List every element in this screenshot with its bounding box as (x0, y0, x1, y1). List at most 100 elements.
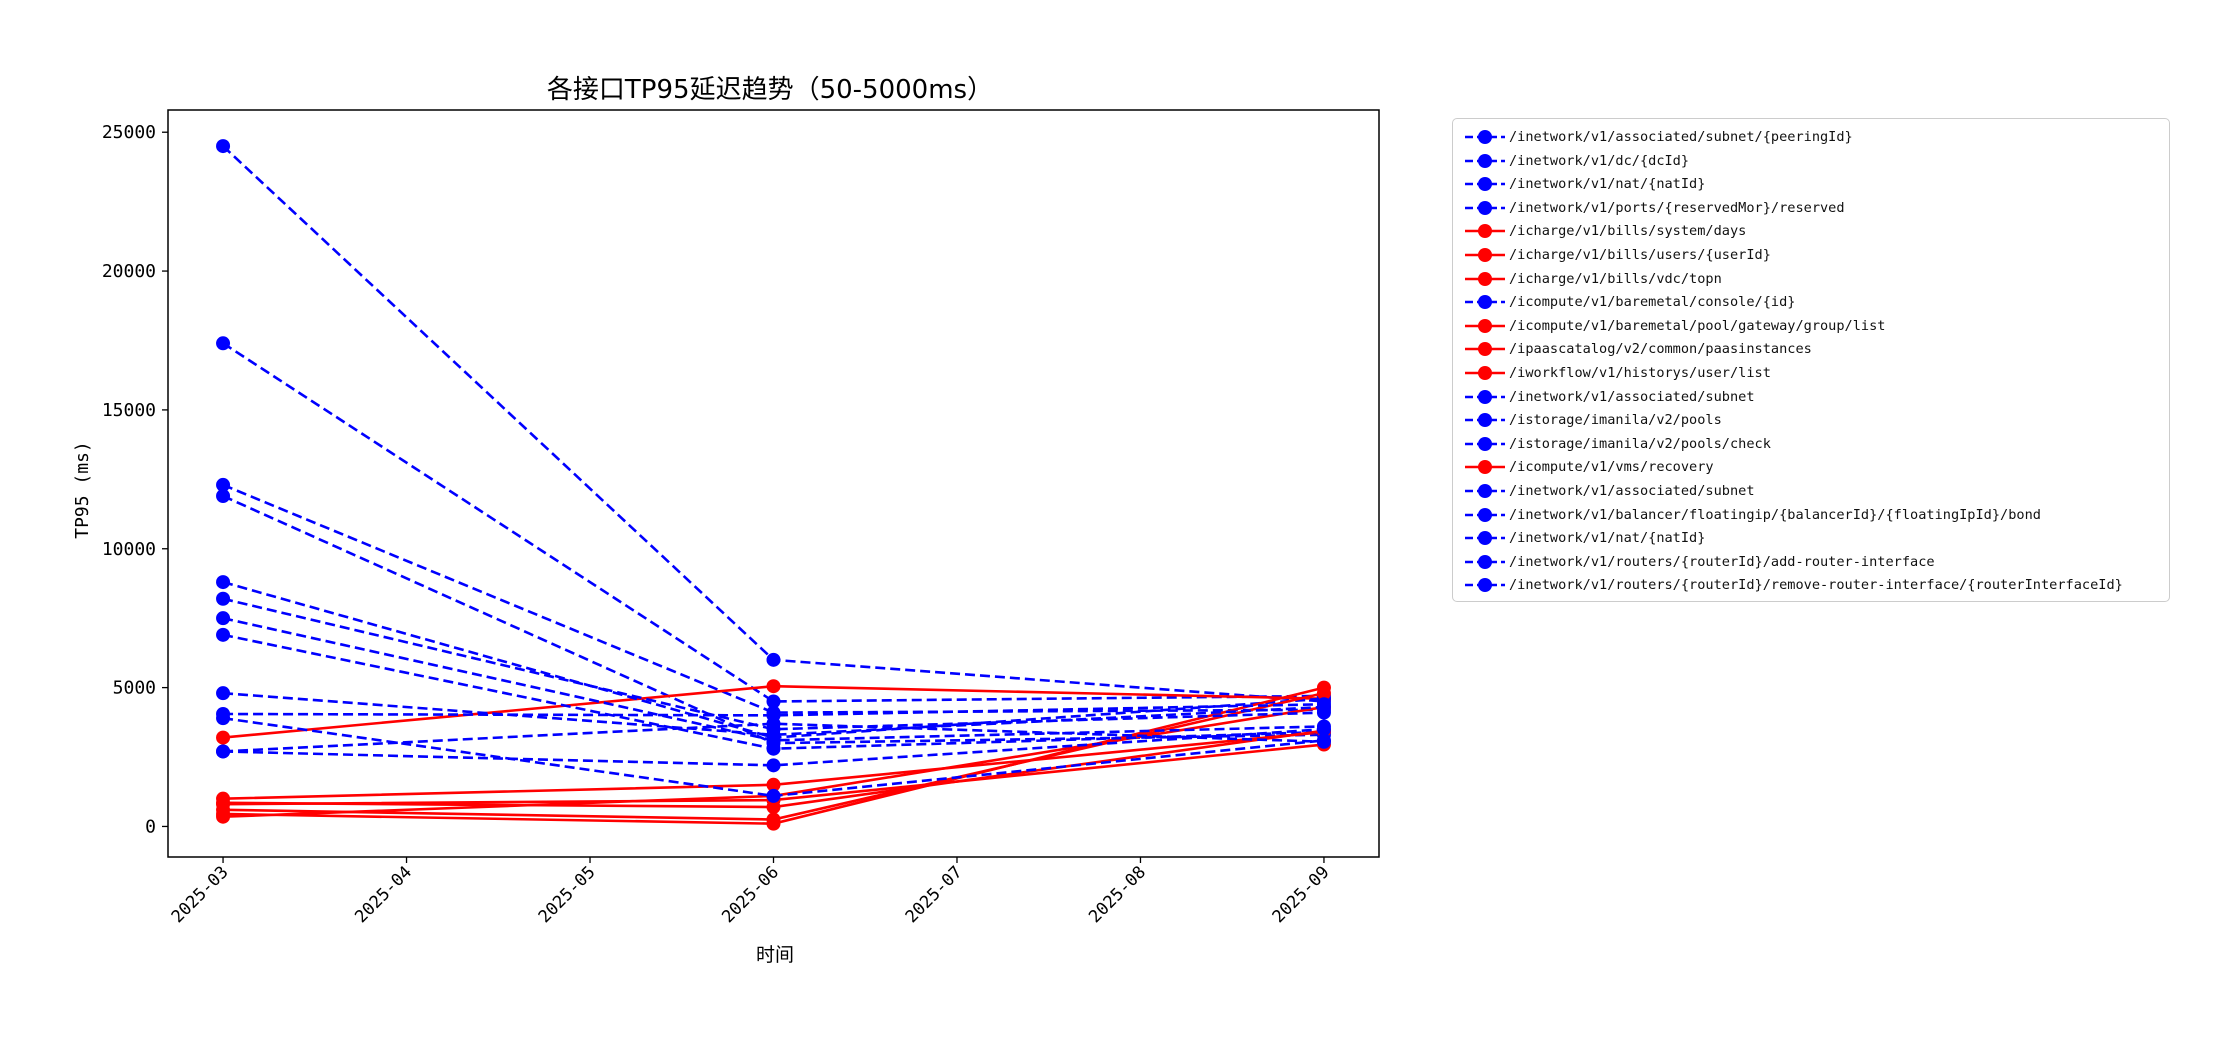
series-2 (216, 336, 1331, 709)
data-point (1316, 680, 1331, 695)
legend-item: /inetwork/v1/associated/subnet (1453, 479, 2163, 503)
legend-swatch (1465, 366, 1505, 380)
legend-label: /iworkflow/v1/historys/user/list (1509, 365, 1771, 381)
legend-label: /inetwork/v1/associated/subnet (1509, 388, 1755, 405)
legend-swatch (1465, 507, 1505, 522)
legend-swatch (1465, 554, 1505, 569)
legend-label: /ipaascatalog/v2/common/paasinstances (1509, 341, 1812, 358)
data-point (216, 575, 231, 590)
data-point (766, 716, 781, 731)
data-point (216, 591, 231, 606)
data-point (766, 741, 781, 756)
series-line (222, 722, 1324, 753)
legend-item: /inetwork/v1/nat/{natId} (1453, 526, 2163, 550)
series-1 (216, 139, 1331, 709)
data-point (216, 795, 231, 810)
data-point (1316, 734, 1331, 749)
data-point (216, 627, 231, 642)
legend-label: /inetwork/v1/ports/{reservedMor}/reserve… (1509, 199, 1845, 216)
data-point (216, 336, 231, 351)
x-axis-label: 时间 (756, 944, 794, 966)
legend: /inetwork/v1/associated/subnet/{peeringI… (1452, 118, 2170, 602)
legend-item: /icharge/v1/bills/users/{userId} (1453, 243, 2163, 267)
legend-swatch (1465, 200, 1505, 215)
x-tick-label: 2025-08 (1085, 862, 1150, 927)
x-tick-label: 2025-06 (718, 862, 783, 927)
x-tick-label: 2025-05 (535, 862, 600, 927)
series-line (223, 702, 1324, 717)
data-point (1316, 697, 1331, 712)
data-point (766, 800, 781, 815)
x-tick-label: 2025-07 (902, 862, 967, 927)
data-point (216, 488, 231, 503)
legend-label: /inetwork/v1/nat/{natId} (1509, 176, 1706, 193)
legend-swatch (1465, 271, 1505, 286)
legend-label: /inetwork/v1/dc/{dcId} (1509, 152, 1690, 169)
legend-label: /icharge/v1/bills/users/{userId} (1509, 247, 1771, 263)
legend-swatch (1465, 413, 1505, 428)
data-point (766, 727, 781, 742)
legend-swatch (1465, 318, 1505, 333)
data-point (216, 686, 231, 701)
legend-item: /icharge/v1/bills/system/days (1453, 219, 2163, 243)
y-tick-label: 15000 (102, 400, 156, 421)
data-point (766, 788, 781, 803)
legend-label: /icompute/v1/baremetal/console/{id} (1509, 294, 1796, 311)
legend-swatch (1465, 177, 1505, 192)
legend-label: /icharge/v1/bills/vdc/topn (1509, 270, 1722, 287)
legend-item: /inetwork/v1/associated/subnet (1453, 385, 2163, 409)
legend-label: /icompute/v1/baremetal/pool/gateway/grou… (1509, 317, 1886, 334)
series-line (222, 483, 1324, 714)
legend-swatch (1465, 484, 1505, 498)
y-tick-label: 5000 (113, 678, 156, 699)
series-20 (216, 722, 1331, 773)
data-point (216, 611, 231, 626)
legend-label: /istorage/imanila/v2/pools/check (1509, 435, 1771, 452)
legend-swatch (1465, 578, 1505, 593)
data-point (766, 816, 781, 831)
data-point (766, 758, 781, 773)
legend-item: /inetwork/v1/dc/{dcId} (1453, 149, 2163, 173)
legend-label: /inetwork/v1/routers/{routerId}/remove-r… (1509, 577, 2123, 594)
legend-label: /inetwork/v1/routers/{routerId}/add-rout… (1509, 553, 1935, 570)
data-point (766, 777, 781, 792)
data-point (766, 652, 781, 667)
legend-swatch (1465, 130, 1505, 144)
legend-item: /iworkflow/v1/historys/user/list (1453, 361, 2163, 385)
data-point (766, 679, 781, 694)
data-point (766, 694, 781, 709)
data-point (1316, 722, 1331, 737)
legend-item: /icompute/v1/baremetal/console/{id} (1453, 290, 2163, 314)
legend-item: /istorage/imanila/v2/pools/check (1453, 432, 2163, 456)
legend-label: /icharge/v1/bills/system/days (1509, 223, 1747, 240)
legend-swatch (1465, 531, 1505, 546)
legend-label: /inetwork/v1/associated/subnet/{peeringI… (1509, 129, 1853, 145)
legend-item: /icharge/v1/bills/vdc/topn (1453, 267, 2163, 291)
legend-item: /inetwork/v1/routers/{routerId}/remove-r… (1453, 573, 2163, 597)
data-point (216, 744, 231, 759)
legend-swatch (1465, 153, 1505, 168)
data-point (216, 477, 231, 492)
series-line (222, 597, 1324, 731)
y-tick-label: 0 (145, 816, 156, 837)
series-line (222, 145, 1325, 703)
y-tick-label: 20000 (102, 261, 156, 282)
series-line (222, 691, 1325, 737)
legend-swatch (1465, 389, 1505, 404)
legend-item: /icompute/v1/vms/recovery (1453, 455, 2163, 479)
legend-swatch (1465, 248, 1505, 262)
series-line (222, 342, 1324, 703)
x-tick-label: 2025-03 (168, 862, 233, 927)
x-tick-label: 2025-09 (1269, 862, 1334, 927)
y-tick-label: 25000 (102, 122, 156, 143)
legend-item: /inetwork/v1/routers/{routerId}/add-rout… (1453, 550, 2163, 574)
legend-item: /ipaascatalog/v2/common/paasinstances (1453, 337, 2163, 361)
data-point (216, 711, 231, 726)
legend-label: /istorage/imanila/v2/pools (1509, 412, 1722, 429)
legend-item: /icompute/v1/baremetal/pool/gateway/grou… (1453, 314, 2163, 338)
legend-swatch (1465, 295, 1505, 310)
x-tick-label: 2025-04 (351, 862, 416, 927)
legend-item: /inetwork/v1/balancer/floatingip/{balanc… (1453, 503, 2163, 527)
legend-swatch (1465, 224, 1505, 239)
